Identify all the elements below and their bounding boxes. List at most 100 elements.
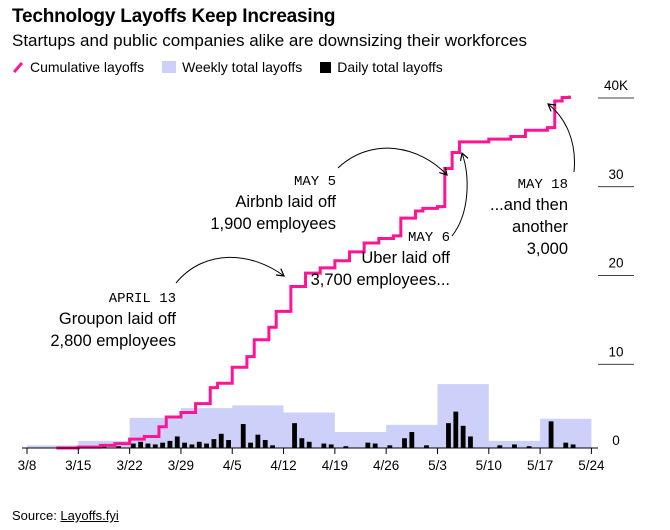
x-tick-label: 5/24 bbox=[578, 458, 605, 473]
annotation-text: 3,000 bbox=[527, 240, 568, 258]
y-tick-label: 40K bbox=[604, 78, 628, 93]
x-tick-label: 4/5 bbox=[223, 458, 242, 473]
daily-bar bbox=[262, 440, 268, 448]
x-tick-label: 4/19 bbox=[322, 458, 348, 473]
cumulative-line-series bbox=[56, 95, 571, 450]
x-tick-label: 3/22 bbox=[116, 458, 142, 473]
daily-bar bbox=[424, 445, 429, 448]
y-tick-label: 10 bbox=[608, 344, 623, 359]
daily-bar bbox=[306, 441, 312, 448]
y-tick-label: 30 bbox=[608, 167, 623, 182]
gridlines bbox=[598, 97, 634, 365]
x-tick-label: 3/15 bbox=[65, 458, 91, 473]
daily-bar bbox=[328, 444, 334, 448]
daily-bar bbox=[182, 442, 187, 448]
weekly-swatch-icon bbox=[162, 61, 177, 73]
daily-bar bbox=[365, 442, 371, 448]
cumulative-line bbox=[56, 95, 571, 450]
annotation-text: another bbox=[512, 218, 568, 236]
daily-bar bbox=[409, 432, 415, 448]
chart-plot: 3/8 3/15 3/22 3/29 4/5 4/12 4/19 4/26 5/3 5/10 5/1… bbox=[18, 78, 634, 473]
daily-bar bbox=[255, 434, 261, 448]
daily-bar bbox=[446, 423, 451, 448]
daily-bar bbox=[387, 445, 393, 448]
daily-bar bbox=[526, 446, 532, 448]
annotation-date: MAY 5 bbox=[294, 174, 336, 190]
legend-item-daily: Daily total layoffs bbox=[320, 59, 443, 75]
annotation-text: 1,900 employees bbox=[210, 215, 336, 233]
annotation-arrow bbox=[175, 256, 285, 284]
daily-bar bbox=[116, 446, 122, 448]
daily-bar bbox=[196, 441, 202, 448]
legend-label-cumulative: Cumulative layoffs bbox=[30, 59, 145, 75]
weekly-bar bbox=[335, 432, 386, 448]
annotation-text: ...and then bbox=[490, 196, 568, 214]
x-tick-label: 4/26 bbox=[373, 458, 399, 473]
daily-bar bbox=[460, 425, 466, 448]
daily-bar bbox=[548, 421, 554, 448]
x-tick-label: 4/12 bbox=[270, 458, 296, 473]
chart-title: Technology Layoffs Keep Increasing bbox=[12, 6, 336, 27]
source-note: Source: Layoffs.fyi bbox=[12, 508, 119, 523]
daily-bar bbox=[218, 433, 224, 448]
daily-bar bbox=[174, 436, 180, 448]
daily-bar bbox=[226, 440, 231, 448]
daily-bar bbox=[211, 439, 217, 448]
annotation-text: Groupon laid off bbox=[59, 310, 177, 328]
daily-bar bbox=[321, 443, 327, 448]
daily-bar bbox=[497, 445, 503, 448]
annotation-date: MAY 18 bbox=[518, 177, 568, 193]
daily-bar bbox=[563, 442, 569, 448]
daily-bar bbox=[343, 446, 349, 448]
daily-bar bbox=[145, 443, 151, 448]
annotations: APRIL 13 Groupon laid off 2,800 employees M… bbox=[50, 103, 575, 350]
legend-label-daily: Daily total layoffs bbox=[337, 59, 443, 75]
annotation: MAY 18 ...and then another 3,000 bbox=[490, 103, 575, 258]
daily-bar bbox=[167, 440, 173, 448]
chart-subtitle: Startups and public companies alike are … bbox=[12, 31, 527, 50]
annotation: APRIL 13 Groupon laid off 2,800 employees bbox=[50, 256, 285, 350]
y-tick-label: 20 bbox=[608, 256, 623, 271]
weekly-bar bbox=[130, 418, 181, 448]
legend: Cumulative layoffs Weekly total layoffs … bbox=[12, 59, 461, 75]
x-tick-label: 3/8 bbox=[18, 458, 37, 473]
annotation: MAY 6 Uber laid off 3,700 employees... bbox=[311, 151, 469, 289]
daily-bar bbox=[160, 442, 166, 448]
daily-bar bbox=[248, 442, 253, 448]
daily-bar bbox=[453, 411, 459, 448]
source-link[interactable]: Layoffs.fyi bbox=[60, 508, 119, 523]
daily-bar bbox=[189, 444, 195, 448]
daily-bar bbox=[130, 443, 136, 448]
x-axis: 3/8 3/15 3/22 3/29 4/5 4/12 4/19 4/26 5/3 5/10 5/1… bbox=[18, 447, 605, 473]
annotation-text: Uber laid off bbox=[361, 249, 450, 267]
annotation-date: APRIL 13 bbox=[109, 291, 176, 307]
annotation-arrow bbox=[451, 151, 469, 237]
daily-bar bbox=[240, 424, 246, 448]
daily-bar bbox=[512, 444, 517, 448]
annotation: MAY 5 Airbnb laid off 1,900 employees bbox=[210, 147, 448, 233]
x-tick-label: 5/10 bbox=[476, 458, 502, 473]
x-tick-label: 5/3 bbox=[428, 458, 447, 473]
annotation-text: 2,800 employees bbox=[50, 332, 176, 350]
annotation-arrow bbox=[337, 147, 448, 176]
weekly-bar bbox=[181, 408, 232, 448]
daily-bar bbox=[138, 441, 144, 448]
daily-bar bbox=[402, 438, 407, 448]
source-prefix: Source: bbox=[12, 508, 61, 523]
daily-bar bbox=[372, 443, 378, 448]
x-tick-label: 5/17 bbox=[527, 458, 553, 473]
legend-item-cumulative: Cumulative layoffs bbox=[12, 59, 144, 75]
y-axis: 0 10 20 30 40K bbox=[604, 78, 628, 448]
daily-bar bbox=[468, 436, 473, 448]
annotation-arrow bbox=[547, 103, 575, 173]
annotation-date: MAY 6 bbox=[408, 230, 450, 246]
legend-label-weekly: Weekly total layoffs bbox=[182, 59, 303, 75]
x-tick-label: 3/29 bbox=[168, 458, 194, 473]
daily-bar bbox=[570, 444, 576, 448]
legend-item-weekly: Weekly total layoffs bbox=[162, 59, 302, 75]
daily-bar bbox=[292, 423, 297, 448]
daily-bar bbox=[299, 438, 305, 448]
weekly-area-series bbox=[27, 384, 592, 448]
daily-swatch-icon bbox=[320, 61, 332, 73]
daily-bar-series bbox=[57, 411, 576, 448]
